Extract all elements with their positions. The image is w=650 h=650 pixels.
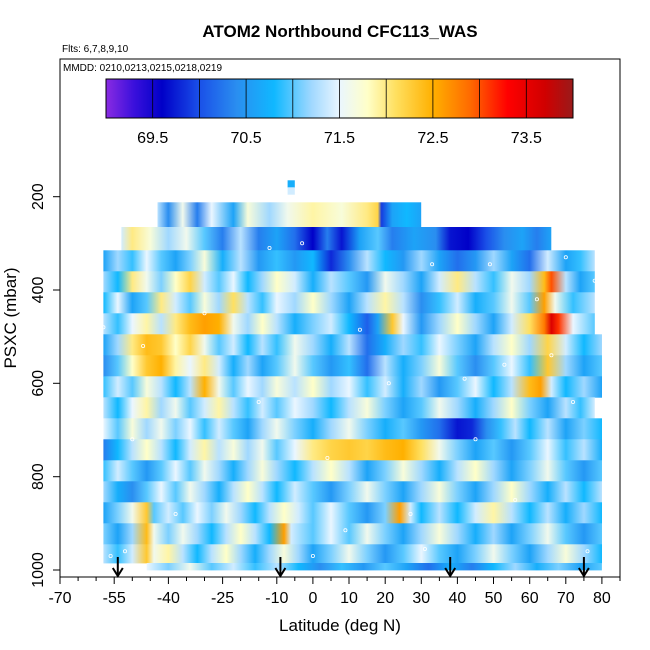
- x-tick-label: 50: [485, 590, 503, 607]
- sample-point: [585, 549, 590, 554]
- heatmap-row: [103, 502, 603, 524]
- sample-point: [430, 262, 435, 267]
- y-tick-label: 800: [30, 463, 47, 490]
- chart-title: ATOM2 Northbound CFC113_WAS: [202, 22, 477, 41]
- heatmap-row: [157, 202, 422, 228]
- y-tick-label: 200: [30, 183, 47, 210]
- sample-point: [534, 297, 539, 302]
- heatmap-row: [103, 376, 603, 398]
- x-tick-label: -40: [157, 590, 180, 607]
- colorbar-tick-label: 70.5: [231, 130, 262, 147]
- sample-point: [343, 528, 348, 533]
- arrow-head: [578, 567, 590, 578]
- colorbar-tick-label: 72.5: [417, 130, 448, 147]
- heatmap-row: [103, 271, 595, 293]
- sample-point: [101, 325, 106, 330]
- x-tick-label: 80: [593, 590, 611, 607]
- sample-point: [123, 549, 128, 554]
- sample-point: [473, 437, 478, 442]
- heatmap-row: [103, 355, 603, 377]
- heatmap-row: [287, 180, 295, 188]
- colorbar-tick-label: 73.5: [511, 130, 542, 147]
- sample-point: [422, 547, 427, 552]
- arrow-head: [111, 567, 124, 578]
- heatmap-row: [121, 227, 552, 251]
- y-tick-label: 400: [30, 277, 47, 304]
- colorbar: 69.5 70.5 71.5 72.5 73.5: [105, 78, 574, 147]
- y-axis: 200 400 600 800 1000: [30, 183, 60, 588]
- x-tick-label: -25: [211, 590, 234, 607]
- flights-label: Flts: 6,7,8,9,10: [62, 44, 129, 55]
- heatmap-row: [103, 397, 595, 419]
- sample-point: [487, 262, 492, 267]
- y-tick-label: 1000: [30, 552, 47, 588]
- x-tick-label: 70: [557, 590, 575, 607]
- x-axis-label: Latitude (deg N): [279, 616, 401, 635]
- x-axis: -70 -55 -40 -25 -10 0 10 20 30 40 50 60 70 80: [48, 577, 621, 607]
- x-tick-label: 20: [376, 590, 394, 607]
- sample-points-layer: [101, 196, 597, 559]
- heatmap-row: [103, 313, 595, 335]
- heatmap-row: [103, 460, 603, 482]
- x-tick-label: -70: [48, 590, 71, 607]
- heatmap-row: [103, 523, 603, 545]
- down-arrow-icon: [111, 557, 124, 578]
- arrow-head: [444, 567, 457, 578]
- sample-point: [202, 311, 207, 316]
- sample-point: [563, 255, 568, 260]
- sample-point: [108, 554, 113, 559]
- x-tick-label: 0: [308, 590, 317, 607]
- heatmap-row: [103, 334, 603, 356]
- plot-frame: [59, 58, 621, 578]
- sample-point: [502, 362, 507, 367]
- heatmap-row: [103, 292, 595, 314]
- x-tick-label: 60: [521, 590, 539, 607]
- sample-point: [513, 497, 518, 502]
- sample-point: [173, 512, 178, 517]
- heatmap-row: [103, 418, 603, 440]
- sample-point: [141, 343, 146, 348]
- x-tick-label: -10: [265, 590, 288, 607]
- latitude-markers: [111, 557, 590, 578]
- x-tick-label: 30: [412, 590, 430, 607]
- heatmap-row: [287, 187, 295, 195]
- colorbar-tick-label: 69.5: [137, 130, 168, 147]
- sample-point: [256, 399, 261, 404]
- x-tick-label: 10: [340, 590, 358, 607]
- heatmap-row: [103, 439, 603, 461]
- sample-point: [267, 245, 272, 250]
- sample-point: [386, 381, 391, 386]
- heatmap-layer: [103, 180, 603, 571]
- sample-point: [357, 327, 362, 332]
- down-arrow-icon: [444, 557, 457, 578]
- dates-label: MMDD: 0210,0213,0215,0218,0219: [63, 63, 222, 74]
- heatmap-row: [146, 563, 602, 571]
- sample-point: [375, 196, 380, 201]
- sample-point: [325, 455, 330, 460]
- sample-point: [462, 376, 467, 381]
- x-tick-label: 40: [449, 590, 467, 607]
- down-arrow-icon: [578, 557, 590, 578]
- colorbar-tick-label: 71.5: [324, 130, 355, 147]
- sample-point: [571, 399, 576, 404]
- sample-point: [408, 512, 413, 517]
- heatmap-row: [103, 481, 603, 503]
- heatmap-row: [103, 250, 595, 272]
- x-tick-label: -55: [103, 590, 126, 607]
- sample-point: [130, 437, 135, 442]
- sample-point: [549, 353, 554, 358]
- arrow-head: [274, 567, 287, 578]
- y-axis-label: PSXC (mbar): [1, 267, 20, 368]
- sample-point: [592, 278, 597, 283]
- sample-point: [310, 554, 315, 559]
- y-tick-label: 600: [30, 370, 47, 397]
- down-arrow-icon: [274, 557, 287, 578]
- sample-point: [300, 241, 305, 246]
- heatmap-row: [103, 544, 603, 564]
